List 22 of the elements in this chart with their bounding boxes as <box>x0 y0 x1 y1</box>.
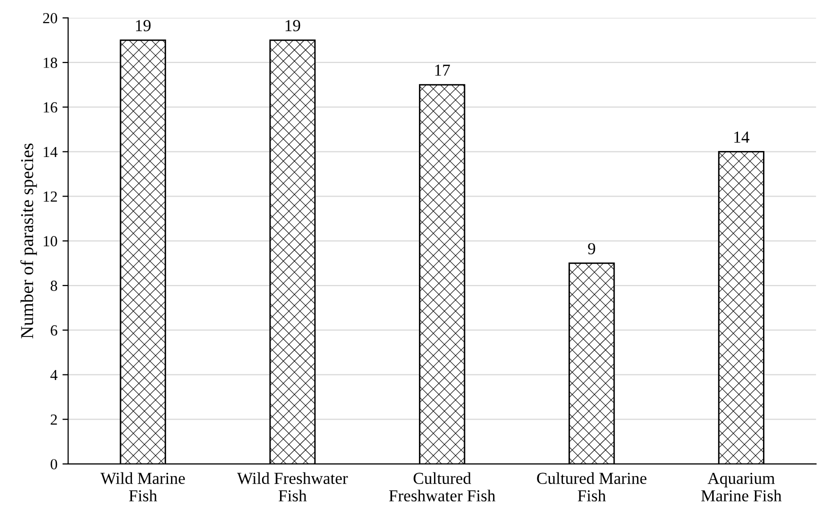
y-tick-label: 6 <box>50 325 58 336</box>
data-label: 14 <box>734 132 750 143</box>
x-tick-label: Wild Freshwater Fish <box>237 472 348 502</box>
y-tick-label: 16 <box>44 102 58 113</box>
data-label: 19 <box>136 20 151 32</box>
data-label: 19 <box>286 20 300 32</box>
x-tick-label: Cultured Marine Fish <box>537 472 646 502</box>
y-tick-label: 20 <box>43 13 58 24</box>
x-tick-label: Aquarium Marine Fish <box>701 472 782 502</box>
y-tick-label: 14 <box>44 146 58 157</box>
x-tick-label: Cultured Freshwater Fish <box>389 472 496 502</box>
y-tick-label: 2 <box>50 414 57 425</box>
x-tick-label: Wild Marine Fish <box>100 472 185 502</box>
y-tick-label: 8 <box>50 280 58 291</box>
y-tick-label: 10 <box>44 236 58 246</box>
data-label: 17 <box>435 64 450 76</box>
y-tick-label: 12 <box>44 191 57 202</box>
y-tick-label: 4 <box>50 370 58 380</box>
y-tick-label: 0 <box>50 459 58 470</box>
y-axis-title: Number of parasite species <box>20 144 37 338</box>
y-tick-label: 18 <box>44 58 58 68</box>
data-label: 9 <box>588 243 596 254</box>
